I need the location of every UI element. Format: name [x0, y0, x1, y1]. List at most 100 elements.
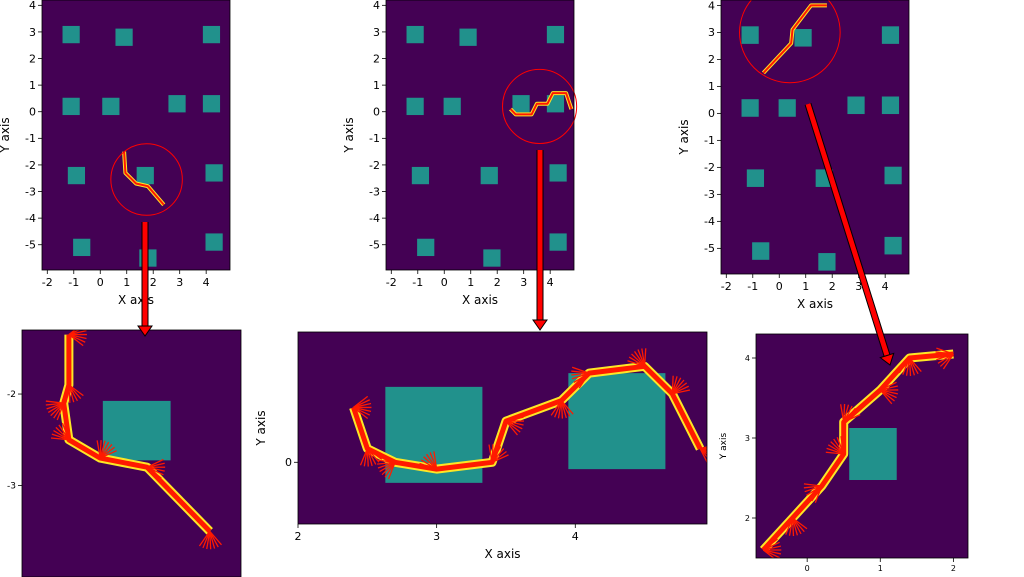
x-tick-label: 2: [829, 280, 836, 293]
y-tick-label: 2: [29, 52, 36, 65]
sample-ray: [908, 357, 912, 377]
sample-ray: [491, 450, 507, 463]
sample-ray: [560, 400, 567, 419]
y-axis-label: Y axis: [342, 117, 356, 153]
zoom-arrow: [532, 150, 548, 331]
sample-ray: [366, 448, 373, 467]
obstacle-square: [849, 428, 897, 480]
sample-ray: [879, 389, 895, 402]
sample-ray: [505, 420, 521, 433]
obstacle-square: [778, 99, 796, 117]
sample-ray: [843, 407, 856, 423]
x-tick-label: 0: [441, 276, 448, 289]
sample-ray: [804, 485, 822, 493]
x-tick-label: 1: [123, 276, 130, 289]
y-axis-label: Y axis: [0, 117, 12, 153]
sample-ray: [353, 402, 372, 409]
x-tick-label: 3: [176, 276, 183, 289]
sample-ray: [557, 400, 563, 419]
axes-frame: [21, 329, 242, 577]
sample-ray: [99, 441, 110, 459]
y-tick-label: 0: [708, 107, 715, 120]
sample-ray: [631, 353, 646, 367]
sample-ray: [61, 384, 70, 402]
sample-ray: [806, 485, 823, 496]
sample-ray: [560, 400, 571, 417]
sample-ray: [47, 402, 65, 414]
x-tick-label: -2: [721, 280, 732, 293]
sample-ray: [377, 459, 396, 463]
y-tick-label: -4: [704, 215, 715, 228]
sample-ray: [58, 424, 70, 441]
x-axis-label: X axis: [797, 297, 833, 311]
sample-ray: [491, 448, 505, 463]
sample-ray: [803, 483, 822, 487]
sample-ray: [671, 382, 688, 395]
sample-ray: [366, 448, 383, 460]
y-tick-label: -5: [704, 242, 715, 255]
sample-ray: [68, 384, 75, 403]
x-tick-label: 1: [802, 280, 809, 293]
sample-ray: [488, 444, 493, 463]
sample-ray: [202, 531, 211, 549]
sample-ray: [353, 406, 371, 416]
y-tick-label: 3: [745, 434, 750, 443]
sample-ray: [491, 454, 509, 463]
obstacle-square: [818, 253, 836, 271]
path-line: [762, 4, 827, 74]
sample-ray: [791, 517, 798, 536]
sample-ray: [880, 389, 898, 395]
highlight-circle: [110, 143, 183, 216]
y-tick-label: -1: [704, 134, 715, 147]
sample-ray: [420, 459, 437, 470]
sample-ray: [833, 438, 845, 455]
obstacle-square: [746, 169, 765, 187]
sample-ray: [46, 402, 64, 410]
sample-ray: [68, 330, 76, 336]
obstacle-square: [102, 400, 171, 461]
sample-ray: [206, 531, 211, 550]
x-tick-label: 3: [433, 530, 440, 543]
x-axis-label: X axis: [484, 547, 520, 561]
sample-ray: [68, 333, 86, 343]
sample-ray: [65, 384, 70, 403]
sample-ray: [830, 441, 845, 455]
x-tick-label: 4: [547, 276, 554, 289]
obstacle-square: [202, 25, 221, 44]
y-tick-label: -5: [369, 239, 380, 252]
sample-ray: [643, 348, 647, 367]
sample-ray: [836, 436, 845, 455]
sample-ray: [763, 549, 780, 558]
sample-ray: [505, 420, 523, 430]
obstacle-square: [73, 238, 91, 257]
sample-ray: [68, 384, 84, 397]
sample-ray: [762, 538, 778, 551]
obstacle-square: [741, 26, 759, 44]
y-axis-label: Y axis: [719, 432, 729, 460]
x-tick-label: 4: [882, 280, 889, 293]
sample-ray: [843, 414, 861, 423]
sample-ray: [879, 381, 897, 391]
obstacle-square: [459, 28, 477, 46]
sample-ray: [811, 485, 823, 502]
y-tick-label: -5: [25, 239, 36, 252]
sample-ray: [672, 389, 691, 395]
sample-ray: [366, 448, 380, 463]
x-tick-label: 2: [150, 276, 157, 289]
y-tick-label: 1: [708, 80, 715, 93]
sample-ray: [671, 377, 682, 395]
y-tick-label: 0: [285, 456, 292, 469]
sample-ray: [627, 360, 645, 367]
axes-frame: [41, 0, 231, 271]
x-tick-label: 2: [951, 564, 956, 573]
sample-ray: [61, 422, 70, 441]
x-tick-label: 2: [494, 276, 501, 289]
sample-ray: [505, 420, 518, 436]
sample-ray: [792, 517, 808, 530]
x-tick-label: 4: [203, 276, 210, 289]
y-tick-label: 0: [29, 106, 36, 119]
sample-ray: [99, 450, 117, 459]
y-tick-label: 2: [373, 52, 380, 65]
sample-ray: [827, 444, 845, 455]
sample-ray: [637, 349, 646, 367]
